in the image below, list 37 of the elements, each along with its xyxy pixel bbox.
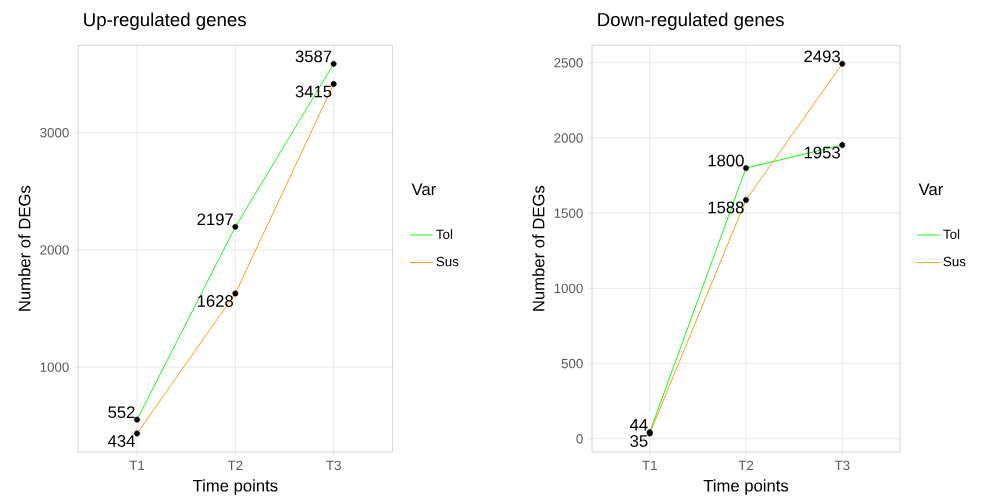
legend-title: Var (411, 183, 436, 196)
legend-title: Var (918, 183, 943, 196)
legend-label: Tol (943, 229, 960, 239)
chart-title: Up-regulated genes (84, 12, 246, 30)
y-tick-label: 2500 (554, 58, 583, 68)
data-label: 44 (629, 419, 648, 431)
x-tick-label: T3 (834, 460, 850, 471)
y-tick-label: 500 (561, 358, 583, 369)
data-label: 1628 (197, 295, 234, 307)
data-label: 434 (107, 435, 135, 447)
x-axis-title: Time points (192, 479, 278, 495)
x-tick-label: T2 (227, 460, 243, 471)
x-tick-label: T1 (129, 460, 145, 470)
y-tick-label: 3000 (40, 127, 69, 138)
y-tick-label: 1000 (554, 283, 583, 294)
x-tick-label: T2 (738, 460, 754, 471)
data-label: 1953 (804, 146, 840, 159)
y-axis-title: Number of DEGs (532, 185, 545, 311)
y-tick-label: 1000 (40, 362, 69, 372)
data-label: 1800 (708, 154, 744, 167)
legend-label: Tol (436, 229, 453, 239)
y-tick-label: 0 (576, 434, 583, 444)
x-tick-label: T3 (326, 460, 341, 471)
legend-label: Sus (436, 256, 459, 267)
legend-label: Sus (943, 256, 966, 267)
x-axis-title: Time points (703, 479, 789, 495)
y-tick-label: 1500 (554, 208, 583, 218)
data-label: 552 (108, 406, 135, 419)
y-tick-label: 2000 (40, 245, 69, 255)
chart-title: Down-regulated genes (598, 12, 784, 30)
data-label: 3587 (295, 50, 332, 63)
x-tick-label: T1 (642, 460, 657, 470)
y-tick-label: 2000 (554, 133, 583, 143)
data-label: 35 (630, 435, 648, 447)
data-label: 2493 (804, 50, 840, 63)
data-label: 2197 (197, 213, 233, 226)
y-axis-title: Number of DEGs (18, 185, 31, 311)
